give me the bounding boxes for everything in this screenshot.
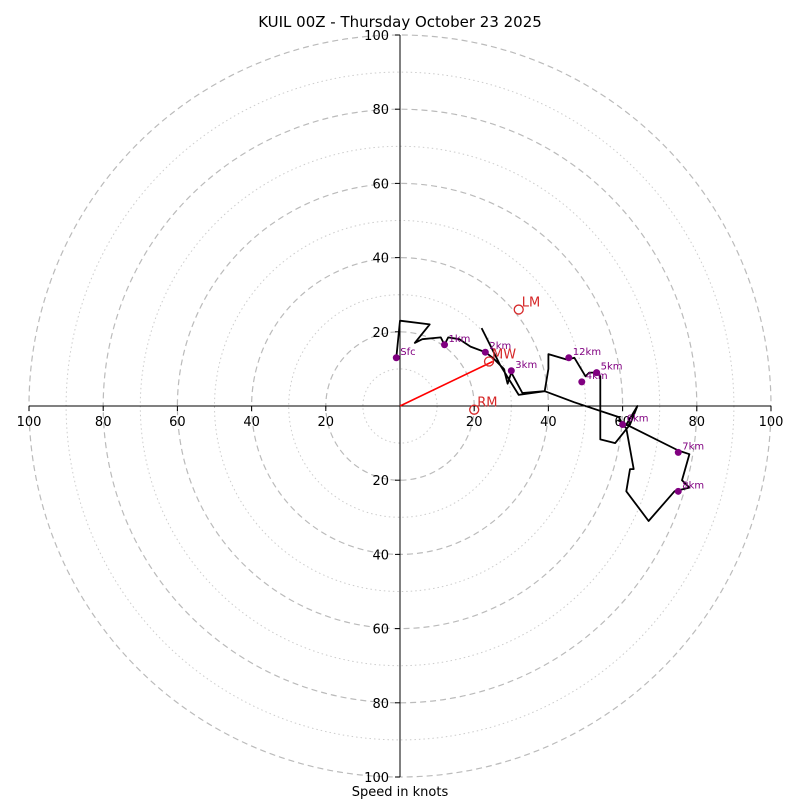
shear-vector [399,360,494,407]
y-tick-label: 60 [372,177,389,192]
height-marker-label: 1km [449,334,471,345]
height-marker-sfc [392,354,400,362]
height-marker-label: 5km [601,362,623,373]
x-tick-label: 60 [169,415,186,430]
x-tick-label: 40 [243,415,260,430]
height-marker-label: 2km [489,341,511,352]
y-tick-label: 20 [372,326,389,341]
height-marker-label: 3km [515,360,537,371]
height-marker-label: 8km [682,480,704,491]
storm-motion-lm-marker [513,304,524,315]
chart-title: KUIL 00Z - Thursday October 23 2025 [258,13,542,31]
y-tick-label: 100 [364,29,389,44]
storm-motion-rm-marker [469,404,480,415]
storm-motion-mw-marker [483,356,495,367]
height-marker-5km [593,369,601,377]
height-marker-label: 6km [627,414,649,425]
height-marker-label: Sfc [400,347,415,358]
y-tick-label: 80 [372,103,389,118]
x-tick-label: 100 [759,415,784,430]
x-tick-label: 80 [689,415,706,430]
height-marker-8km [674,487,682,495]
storm-motion-lm-label: LM [522,296,540,311]
y-tick-label: 20 [372,474,389,489]
height-marker-12km [565,354,573,362]
storm-motion-mw-label: MW [492,347,516,362]
height-marker-label: 12km [573,347,601,358]
height-marker-7km [674,448,682,456]
x-axis-label: Speed in knots [352,785,449,800]
y-tick-label: 60 [372,623,389,638]
height-marker-1km [441,341,449,349]
x-tick-label: 40 [540,415,557,430]
storm-motion-markers: LM MW RM [469,296,540,415]
y-tick-label: 80 [372,697,389,712]
y-tick-label: 40 [372,548,389,563]
storm-motion-rm-label: RM [477,396,497,411]
tick-labels: 1008060402020406080100100806040202040608… [17,29,784,786]
x-tick-label: 100 [17,415,42,430]
height-marker-6km [619,421,627,429]
y-tick-label: 100 [364,771,389,786]
height-marker-label: 4km [586,371,608,382]
x-tick-label: 20 [466,415,483,430]
hodograph-trace [395,319,691,522]
x-tick-label: 20 [318,415,335,430]
y-tick-label: 40 [372,252,389,267]
height-marker-label: 7km [682,441,704,452]
hodograph-trace-layer [395,319,691,522]
height-marker-2km [481,348,489,356]
height-marker-4km [578,378,586,386]
x-tick-label: 80 [95,415,112,430]
height-marker-3km [507,367,515,375]
